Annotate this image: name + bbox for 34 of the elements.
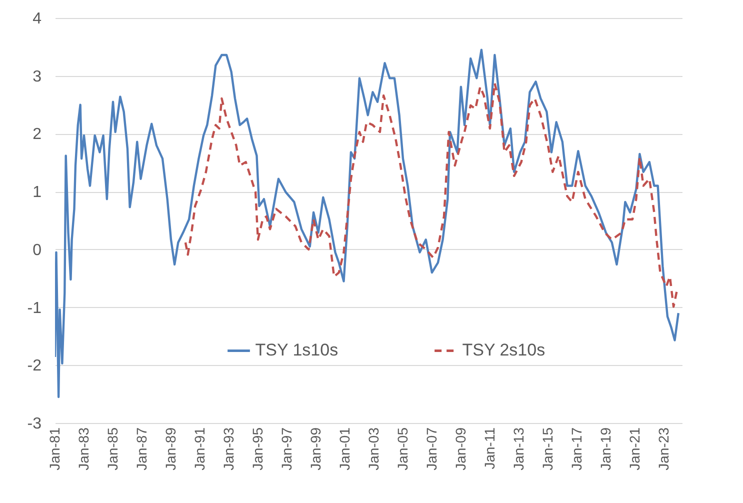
y-tick-label: 0 (32, 242, 42, 259)
y-tick-label: -3 (27, 416, 42, 432)
x-tick-label: Jan-89 (162, 427, 178, 470)
legend-label: TSY 2s10s (462, 340, 546, 360)
x-tick-label: Jan-83 (75, 427, 92, 470)
x-tick-label: Jan-93 (220, 427, 236, 470)
x-tick-label: Jan-95 (249, 427, 266, 470)
x-tick-label: Jan-81 (46, 427, 62, 470)
x-tick-label: Jan-91 (191, 427, 208, 470)
x-tick-label: Jan-07 (423, 427, 440, 470)
x-tick-label: Jan-09 (452, 427, 468, 470)
x-tick-label: Jan-21 (626, 427, 642, 470)
x-tick-label: Jan-85 (104, 427, 120, 470)
line-series (55, 48, 680, 398)
y-tick-label: 3 (32, 68, 42, 86)
x-tick-label: Jan-01 (336, 427, 352, 470)
y-tick-label: -1 (27, 300, 42, 317)
x-tick-label: Jan-15 (539, 427, 556, 470)
line-series (184, 82, 678, 308)
x-tick-label: Jan-05 (394, 427, 410, 470)
legend-label: TSY 1s10s (255, 340, 338, 360)
x-tick-label: Jan-03 (365, 427, 382, 470)
x-tick-label: Jan-99 (307, 427, 324, 470)
x-tick-label: Jan-23 (655, 427, 672, 470)
x-tick-label: Jan-13 (510, 427, 526, 470)
y-tick-label: 4 (32, 10, 42, 28)
y-tick-label: 2 (32, 126, 42, 144)
y-tick-label: 1 (32, 184, 42, 202)
x-tick-label: Jan-11 (481, 427, 498, 470)
x-tick-label: Jan-19 (597, 427, 614, 470)
x-tick-label: Jan-17 (568, 427, 584, 470)
y-tick-label: -2 (27, 358, 42, 375)
x-tick-label: Jan-87 (133, 427, 150, 470)
x-tick-label: Jan-97 (278, 427, 294, 470)
